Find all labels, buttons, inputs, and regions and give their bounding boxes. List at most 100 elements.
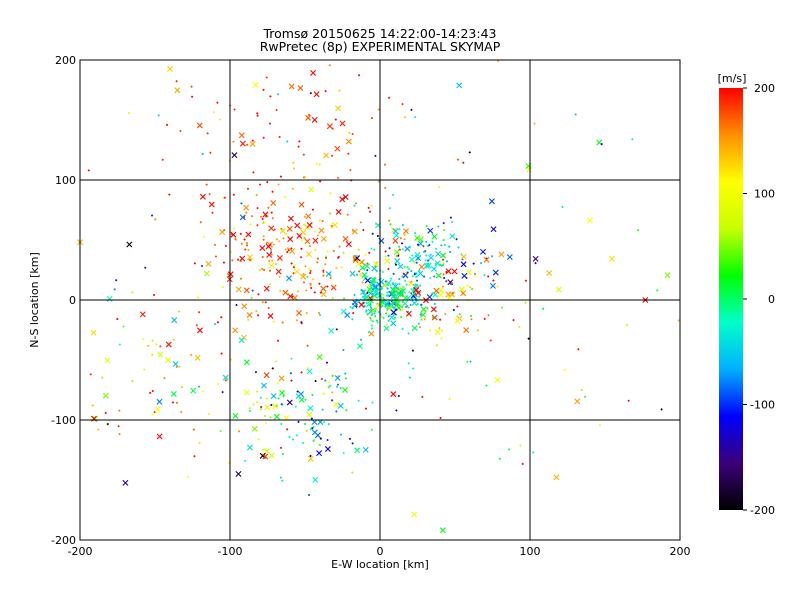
scatter-point-dot — [289, 372, 292, 375]
scatter-point-dot — [309, 271, 312, 274]
scatter-point-dot — [364, 253, 367, 256]
scatter-point-dot — [431, 292, 434, 295]
scatter-point-dot — [443, 277, 446, 280]
scatter-point-dot — [336, 176, 339, 179]
scatter-point-cross — [268, 225, 275, 232]
scatter-point-cross — [411, 511, 418, 518]
scatter-point-dot — [224, 244, 227, 247]
colorbar-tick-label: -100 — [750, 399, 775, 412]
scatter-point-dot — [428, 244, 431, 247]
chart-subtitle: RwPretec (8p) EXPERIMENTAL SKYMAP — [259, 39, 501, 54]
scatter-point-dot — [349, 305, 352, 308]
scatter-point-dot — [326, 439, 329, 442]
scatter-point-dot — [269, 416, 272, 419]
scatter-point-dot — [303, 281, 306, 284]
scatter-point-cross — [267, 313, 274, 320]
scatter-point-dot — [414, 232, 417, 235]
scatter-point-dot — [331, 399, 334, 402]
scatter-point-dot — [631, 138, 634, 141]
scatter-point-cross — [165, 341, 172, 348]
scatter-point-dot — [366, 262, 369, 265]
scatter-point-cross — [431, 314, 438, 321]
scatter-point-cross — [417, 270, 424, 277]
scatter-point-cross — [432, 291, 439, 298]
scatter-point-dot — [485, 384, 488, 387]
scatter-point-cross — [402, 228, 409, 235]
scatter-point-cross — [463, 327, 470, 334]
scatter-point-cross — [431, 233, 438, 240]
scatter-point-dot — [312, 278, 315, 281]
scatter-point-dot — [224, 379, 227, 382]
scatter-point-dot — [309, 428, 312, 431]
scatter-point-cross — [425, 262, 432, 269]
scatter-point-dot — [381, 270, 384, 273]
scatter-point-cross — [483, 256, 490, 263]
scatter-point-cross — [434, 329, 441, 336]
scatter-point-dot — [319, 291, 322, 294]
scatter-point-dot — [437, 225, 440, 228]
scatter-point-dot — [367, 290, 370, 293]
scatter-point-dot — [335, 328, 338, 331]
scatter-point-dot — [394, 302, 397, 305]
scatter-point-dot — [405, 306, 408, 309]
scatter-point-cross — [262, 453, 269, 460]
scatter-point-cross — [313, 91, 320, 98]
scatter-point-dot — [660, 408, 663, 411]
scatter-point-dot — [329, 192, 332, 195]
scatter-point-dot — [346, 213, 349, 216]
scatter-point-dot — [448, 245, 451, 248]
scatter-point-dot — [370, 247, 373, 250]
scatter-point-cross — [532, 255, 539, 262]
scatter-point-dot — [338, 245, 341, 248]
scatter-point-dot — [361, 281, 364, 284]
scatter-point-dot — [491, 255, 494, 258]
scatter-point-dot — [451, 282, 454, 285]
scatter-point-cross — [235, 471, 242, 477]
scatter-point-cross — [465, 269, 472, 276]
scatter-point-cross — [278, 375, 285, 382]
scatter-point-cross — [371, 284, 378, 291]
scatter-point-cross — [196, 327, 203, 334]
scatter-point-cross — [238, 337, 245, 344]
scatter-point-cross — [413, 286, 420, 293]
scatter-point-dot — [393, 306, 396, 309]
scatter-point-cross — [232, 327, 239, 334]
scatter-point-dot — [312, 425, 315, 428]
scatter-point-dot — [625, 324, 628, 327]
scatter-point-dot — [598, 424, 601, 427]
scatter-point-dot — [180, 411, 183, 414]
scatter-point-dot — [415, 254, 418, 257]
scatter-point-dot — [352, 229, 355, 232]
scatter-point-dot — [231, 259, 234, 262]
scatter-point-dot — [270, 211, 273, 214]
scatter-point-cross — [342, 194, 349, 201]
scatter-point-cross — [354, 447, 361, 454]
scatter-point-dot — [382, 317, 385, 320]
scatter-point-dot — [443, 244, 446, 247]
scatter-point-dot — [296, 290, 299, 293]
scatter-point-cross — [420, 306, 427, 313]
scatter-point-cross — [351, 299, 358, 306]
scatter-point-dot — [195, 324, 198, 327]
scatter-point-cross — [411, 325, 418, 332]
scatter-point-dot — [466, 284, 469, 287]
scatter-point-cross — [414, 234, 421, 241]
scatter-point-cross — [449, 233, 456, 240]
scatter-point-dot — [394, 282, 397, 285]
scatter-point-dot — [261, 217, 264, 220]
scatter-point-dot — [456, 158, 459, 161]
scatter-point-cross — [361, 271, 368, 278]
scatter-point-cross — [358, 259, 365, 266]
scatter-point-dot — [175, 80, 178, 83]
scatter-point-dot — [264, 221, 267, 224]
scatter-point-dot — [256, 224, 259, 227]
scatter-point-dot — [340, 266, 343, 269]
scatter-point-dot — [413, 292, 416, 295]
scatter-point-dot — [250, 296, 253, 299]
scatter-point-cross — [546, 270, 553, 277]
scatter-point-dot — [577, 348, 580, 351]
scatter-point-dot — [374, 315, 377, 318]
scatter-point-dot — [151, 413, 154, 416]
scatter-point-dot — [317, 312, 320, 315]
